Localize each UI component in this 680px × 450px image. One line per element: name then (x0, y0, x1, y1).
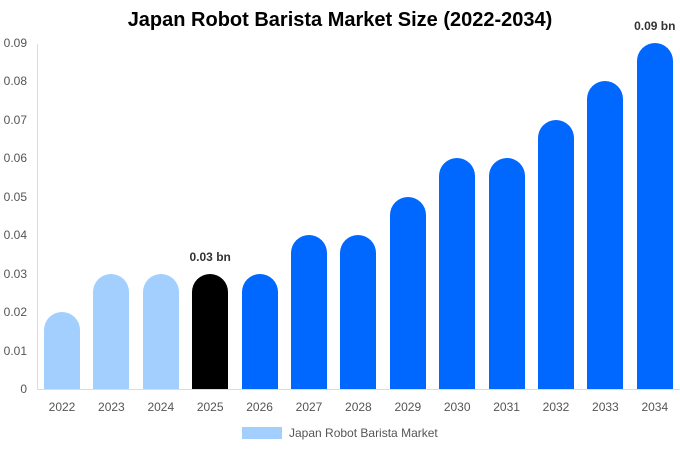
chart-title: Japan Robot Barista Market Size (2022-20… (127, 9, 553, 31)
bar-2032[interactable] (538, 119, 574, 389)
x-tick-label: 2027 (295, 400, 323, 414)
data-label-2034: 0.09 bn (634, 19, 676, 33)
y-tick-label: 0.09 (3, 36, 27, 50)
bar-2027[interactable] (291, 235, 327, 389)
y-tick-label: 0.07 (3, 112, 27, 127)
bar-2031[interactable] (488, 158, 525, 389)
x-tick-label: 2028 (345, 400, 372, 414)
bar-2023[interactable] (93, 273, 130, 389)
x-tick-label: 2026 (246, 400, 273, 414)
bar-2022[interactable] (44, 312, 80, 389)
y-tick-label: 0.08 (3, 74, 27, 89)
bar-2025[interactable] (192, 273, 229, 389)
x-tick-label: 2034 (641, 400, 669, 414)
x-tick-label: 2025 (196, 400, 224, 414)
bar-2030[interactable] (439, 158, 476, 389)
y-tick-label: 0.02 (3, 305, 27, 320)
legend-swatch (242, 427, 282, 439)
x-tick-label: 2030 (443, 400, 471, 414)
y-tick-label: 0.04 (3, 228, 27, 243)
y-tick-label: 0.06 (3, 151, 27, 166)
bar-2034[interactable] (636, 43, 673, 389)
bar-2026[interactable] (241, 273, 278, 389)
y-axis-line (37, 44, 38, 390)
bar-2028[interactable] (340, 235, 377, 389)
x-tick-label: 2031 (493, 400, 520, 414)
bar-2024[interactable] (142, 273, 179, 389)
data-label-2025: 0.03 bn (189, 249, 231, 264)
x-tick-label: 2029 (394, 400, 422, 414)
y-tick-label: 0.01 (3, 343, 27, 358)
x-tick-label: 2032 (542, 400, 570, 414)
bar-2029[interactable] (389, 196, 426, 389)
legend-label: Japan Robot Barista Market (289, 426, 438, 440)
x-tick-label: 2024 (147, 400, 175, 414)
y-tick-label: 0 (20, 382, 27, 396)
x-axis-line (37, 389, 680, 390)
x-tick-label: 2022 (48, 400, 76, 414)
bar-2033[interactable] (587, 81, 624, 389)
legend[interactable]: Japan Robot Barista Market (242, 426, 438, 440)
x-tick-label: 2033 (592, 400, 619, 414)
y-tick-label: 0.05 (3, 189, 27, 204)
x-tick-label: 2023 (98, 400, 125, 414)
y-tick-label: 0.03 (3, 266, 27, 281)
